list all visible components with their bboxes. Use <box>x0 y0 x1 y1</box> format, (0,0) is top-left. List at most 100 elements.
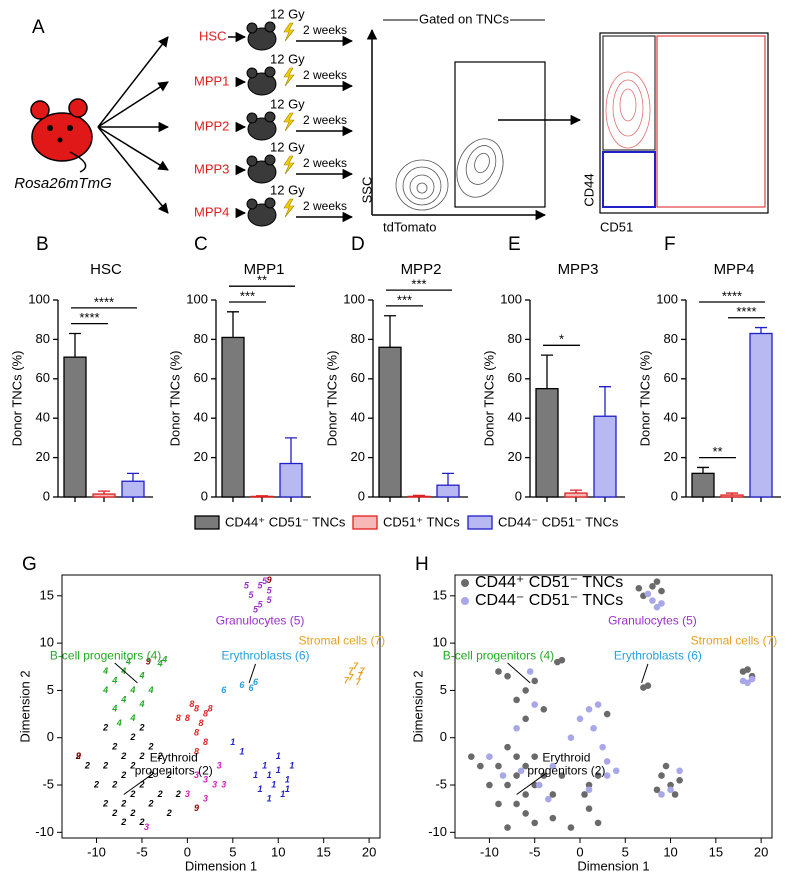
y-axis-label: Donor TNCs (%) <box>167 351 182 447</box>
population-label: HSC <box>199 28 226 43</box>
x-tick-label: 0 <box>576 844 583 859</box>
error-bar <box>98 490 110 495</box>
dose-label: 12 Gy <box>270 96 305 111</box>
cluster-point: 1 <box>262 760 267 770</box>
y-tick-label: 5 <box>440 682 447 697</box>
cell-point <box>667 781 674 789</box>
mouse-icon <box>247 117 277 141</box>
population-label: MPP3 <box>194 161 229 176</box>
plot-frame <box>61 574 381 839</box>
cell-point <box>522 791 529 798</box>
bar <box>121 480 145 498</box>
dose-label: 12 Gy <box>270 139 305 154</box>
population-label: MPP4 <box>194 204 229 219</box>
y-tick-label: 10 <box>433 635 447 650</box>
cell-point <box>531 819 539 827</box>
cluster-point: 3 <box>185 789 190 799</box>
cluster-point: 3 <box>203 794 208 804</box>
cluster-point: 5 <box>258 600 264 610</box>
time-label: 2 weeks <box>303 23 347 37</box>
y-axis-label: Dimension 2 <box>410 670 425 742</box>
cluster-point: 2 <box>138 817 144 827</box>
cluster-point: 8 <box>203 737 208 747</box>
x-tick-label: 10 <box>271 844 285 859</box>
cluster-point: 4 <box>161 655 167 665</box>
y-axis-label: Donor TNCs (%) <box>481 351 496 447</box>
y-axis-label: Dimension 2 <box>17 670 32 742</box>
cluster-point: 7 <box>358 671 364 681</box>
cluster-point: 2 <box>157 751 163 761</box>
cell-point <box>658 772 665 779</box>
chart-title: HSC <box>90 261 122 278</box>
cell-point <box>486 781 493 789</box>
leader-line <box>641 663 649 684</box>
x-tick-label: 5 <box>622 844 629 859</box>
cell-point <box>603 772 611 779</box>
cluster-point: 2 <box>129 760 135 770</box>
cluster-point: 6 <box>221 685 227 695</box>
x-tick-label: 5 <box>229 844 236 859</box>
significance-label: **** <box>736 304 756 319</box>
y-tick-label: 0 <box>43 488 50 503</box>
cluster-point: 4 <box>129 685 135 695</box>
cell-point <box>477 762 484 770</box>
flow2-xlabel: CD51 <box>600 219 633 234</box>
cluster-point: 2 <box>138 779 144 789</box>
panel-label: H <box>415 554 429 575</box>
significance-label: **** <box>79 310 99 325</box>
cluster-point: 5 <box>267 585 273 595</box>
cell-point <box>676 767 683 775</box>
cell-point <box>499 772 507 779</box>
plot-frame <box>454 574 773 839</box>
cluster-point: 8 <box>189 699 194 709</box>
cluster-point: 4 <box>111 675 117 685</box>
dose-label: 12 Gy <box>270 182 305 197</box>
cluster-point: 2 <box>111 808 117 818</box>
cluster-annotation: Stromal cells (7) <box>298 633 385 647</box>
cell-point <box>603 710 611 718</box>
y-tick-label: 40 <box>194 410 208 425</box>
cluster-point: 8 <box>194 746 199 756</box>
y-tick-label: 5 <box>47 682 54 697</box>
cell-point <box>522 715 529 723</box>
cluster-point: 3 <box>203 775 208 785</box>
cluster-point: 2 <box>175 789 181 799</box>
cell-point <box>513 772 520 779</box>
cell-point <box>658 791 665 798</box>
y-tick-label: -10 <box>35 824 54 839</box>
bar <box>279 462 303 498</box>
x-tick-label: -5 <box>529 844 541 859</box>
x-tick-label: 0 <box>184 844 191 859</box>
x-tick-label: 20 <box>362 844 376 859</box>
cell-point <box>531 701 539 708</box>
cluster-point: 7 <box>359 666 365 676</box>
cell-point <box>644 682 652 689</box>
x-tick-label: -10 <box>87 844 106 859</box>
cell-point <box>653 578 661 585</box>
cluster-annotation: B-cell progenitors (4) <box>50 649 161 663</box>
cluster-point: 2 <box>93 779 99 789</box>
cluster-point: 2 <box>129 789 135 799</box>
mouse-ear <box>246 198 258 210</box>
cell-point <box>594 819 602 827</box>
cell-point <box>531 753 539 760</box>
arrow <box>97 36 169 128</box>
cluster-point: 2 <box>148 742 154 752</box>
y-tick-label: 20 <box>664 449 678 464</box>
legend-label: CD51⁺ TNCs <box>383 514 460 529</box>
cell-point <box>495 762 502 770</box>
mouse-ear <box>264 154 276 166</box>
cell-point <box>744 679 751 687</box>
y-tick-label: -5 <box>42 776 54 791</box>
cell-point <box>504 781 511 789</box>
cluster-point: 2 <box>84 760 90 770</box>
error-bar <box>384 315 396 348</box>
cell-point <box>671 791 679 798</box>
panel-label: F <box>664 234 676 255</box>
cluster-point: 2 <box>129 732 135 742</box>
x-axis-label: Dimension 1 <box>577 858 649 873</box>
bar <box>691 472 715 498</box>
flow-xlabel: tdTomato <box>383 219 436 234</box>
leader-line <box>516 773 546 795</box>
cell-point <box>540 706 548 713</box>
